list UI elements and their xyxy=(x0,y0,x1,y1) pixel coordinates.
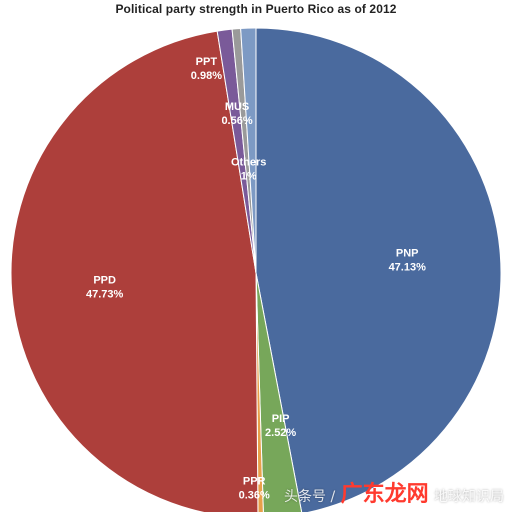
slice-name-label-mus: MUS xyxy=(225,101,249,113)
slice-percent-label-ppd: 47.73% xyxy=(86,289,124,301)
watermark-prefix: 头条号 / xyxy=(284,489,336,505)
slice-name-label-ppr: PPR xyxy=(243,476,266,488)
watermark-suffix: 地球知识局 xyxy=(434,489,504,505)
pie-slices xyxy=(10,27,502,512)
slice-percent-label-pip: 2.52% xyxy=(265,427,296,439)
pie-labels: PNP 47.13% PIP 2.52% PPR 0.36% PPD 47.73% PPT 0.9… xyxy=(86,56,426,501)
pie-slice-pip xyxy=(255,272,303,512)
slice-percent-label-ppr: 0.36% xyxy=(239,490,270,502)
pie-slice-pnp xyxy=(255,27,502,512)
slice-name-label-ppd: PPD xyxy=(93,275,116,287)
watermark-brand: 广东龙网 xyxy=(340,482,429,507)
slice-name-label-others: Others xyxy=(231,157,266,169)
slice-name-label-ppt: PPT xyxy=(196,56,218,68)
slice-name-label-pip: PIP xyxy=(272,413,290,425)
chart-title: Political party strength in Puerto Rico … xyxy=(115,2,397,16)
slice-name-label-pnp: PNP xyxy=(396,248,419,260)
slice-percent-label-ppt: 0.98% xyxy=(191,70,222,82)
slice-percent-label-others: 1% xyxy=(241,171,257,183)
watermark: 头条号 / 广东龙网 地球知识局 xyxy=(284,476,504,508)
slice-percent-label-mus: 0.56% xyxy=(221,115,252,127)
pie-slice-ppd xyxy=(10,30,259,512)
slice-percent-label-pnp: 47.13% xyxy=(389,262,427,274)
pie-slice-others xyxy=(240,27,257,274)
